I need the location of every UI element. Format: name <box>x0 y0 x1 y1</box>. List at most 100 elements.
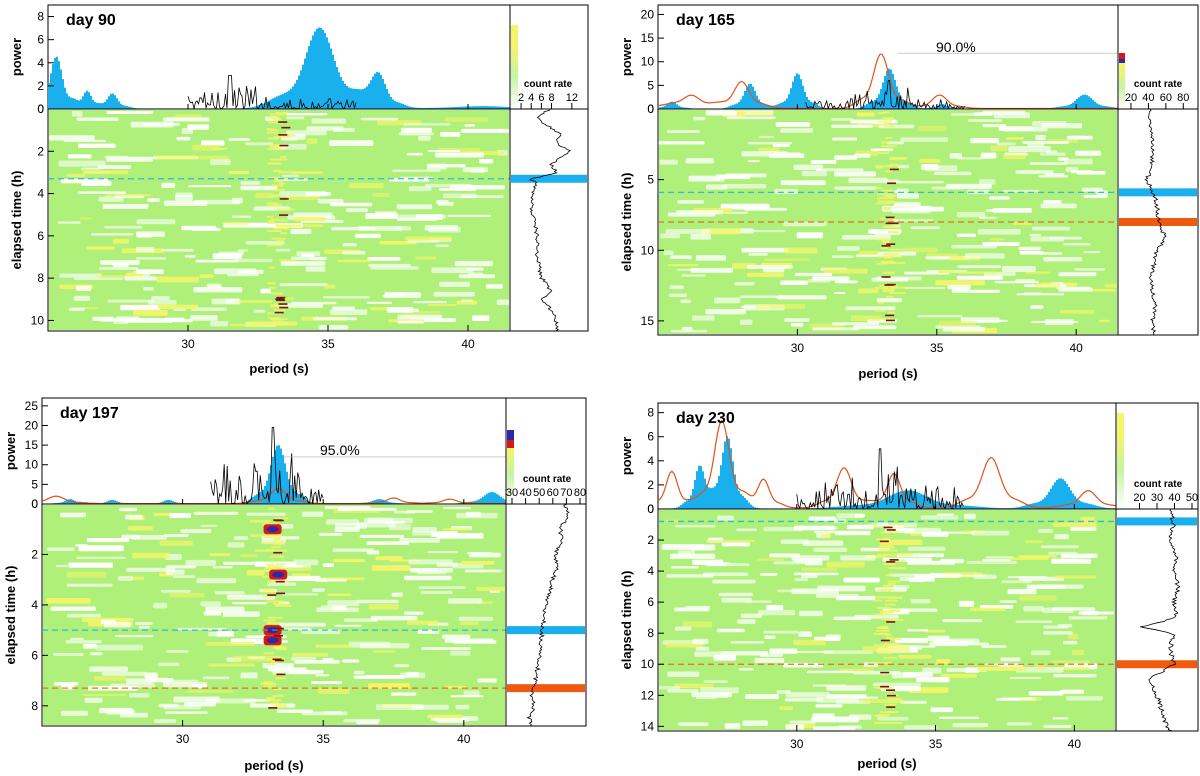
power-bar <box>254 106 256 109</box>
heatmap-low-streak <box>164 317 185 323</box>
heatmap-low-streak <box>426 163 447 170</box>
heatmap-high-streak <box>292 652 329 657</box>
heatmap-column-streak <box>272 695 284 698</box>
power-bar <box>884 498 886 509</box>
power-bar <box>118 501 120 504</box>
colorbar-tick-label: 40 <box>1142 92 1154 104</box>
heatmap-low-streak <box>843 577 880 583</box>
power-tick-label: 8 <box>37 10 44 24</box>
heatmap-low-streak <box>734 282 755 286</box>
heatmap-low-streak <box>203 611 222 616</box>
heatmap-low-streak <box>463 690 480 696</box>
count-rate-markers <box>507 626 585 693</box>
heatmap-low-streak <box>794 272 833 277</box>
heatmap-column-streak <box>265 563 275 566</box>
heatmap-low-streak <box>708 562 732 565</box>
power-bar <box>402 103 404 109</box>
heatmap-low-streak <box>736 528 758 532</box>
heatmap-low-streak <box>461 128 509 133</box>
heatmap-low-streak <box>472 184 505 190</box>
power-bar <box>1088 96 1090 109</box>
period-tick-label: 30 <box>181 337 195 351</box>
heatmap-low-streak <box>136 219 176 225</box>
heatmap-high-streak <box>327 593 352 596</box>
power-bar <box>900 491 902 509</box>
power-bar <box>498 495 500 504</box>
heatmap-low-streak <box>129 693 150 698</box>
heatmap-high-streak <box>1052 660 1090 663</box>
heatmap-column-streak <box>882 646 890 649</box>
power-bar <box>94 102 96 109</box>
heatmap-low-streak <box>894 637 928 644</box>
heatmap-low-streak <box>1043 200 1062 204</box>
heatmap-low-streak <box>917 314 963 318</box>
heatmap-high-streak <box>1024 271 1051 274</box>
heatmap-column-streak <box>883 256 892 259</box>
heatmap-low-streak <box>1015 620 1053 623</box>
power-bar <box>778 103 780 109</box>
heatmap-column-streak <box>887 530 900 533</box>
heatmap-low-streak <box>281 174 300 178</box>
detection-tick <box>880 685 890 688</box>
power-bar <box>274 97 276 109</box>
power-bar <box>814 103 816 109</box>
power-bar <box>1064 481 1066 509</box>
colorbar-tick-label: 50 <box>1186 492 1198 504</box>
count-rate-marker-cyan <box>1117 517 1197 526</box>
heatmap-low-streak <box>332 548 374 552</box>
power-bar <box>446 107 448 109</box>
heatmap-high-streak <box>132 552 170 559</box>
power-bar <box>1084 94 1086 109</box>
detection-tick <box>881 276 891 278</box>
heatmap-low-streak <box>680 299 691 304</box>
power-bar <box>762 103 764 109</box>
heatmap-low-streak <box>357 226 403 231</box>
heatmap-low-streak <box>922 531 949 537</box>
power-bar <box>474 106 476 109</box>
heatmap-low-streak <box>439 281 470 287</box>
heatmap-column-streak <box>883 125 895 128</box>
period-tick-label: 35 <box>930 341 944 355</box>
heatmap-low-streak <box>993 112 1030 119</box>
heatmap-column-streak <box>885 599 898 602</box>
heatmap-column-streak <box>881 141 890 144</box>
heatmap-low-streak <box>458 616 494 621</box>
heatmap-column-streak <box>877 112 886 115</box>
heatmap-low-streak <box>891 207 931 214</box>
heatmap-low-streak <box>214 591 245 595</box>
power-bar <box>892 494 894 509</box>
heatmap-column-streak <box>880 247 889 250</box>
heatmap-column-streak <box>263 536 282 539</box>
power-bar <box>750 84 752 109</box>
power-axis-label: power <box>3 432 18 470</box>
detection-tick <box>886 706 896 708</box>
power-bar <box>282 93 284 109</box>
heatmap-low-streak <box>360 117 399 121</box>
heatmap-high-streak <box>726 110 774 116</box>
detection-tick <box>275 580 285 583</box>
heatmap-low-streak <box>899 576 921 581</box>
heatmap-low-streak <box>702 572 749 577</box>
power-bar <box>492 492 494 504</box>
colorbar-top-blue <box>1119 59 1125 63</box>
heatmap-low-streak <box>854 153 871 158</box>
heatmap-high-streak <box>415 256 437 260</box>
power-bar <box>494 106 496 109</box>
heatmap-low-streak <box>425 183 471 188</box>
heatmap-low-streak <box>354 233 381 239</box>
power-bar <box>62 79 64 109</box>
power-bar <box>698 465 700 509</box>
heatmap-column-streak <box>266 699 282 702</box>
heatmap-column-streak <box>269 113 285 116</box>
period-tick-label: 30 <box>790 737 804 751</box>
power-bar <box>804 92 806 109</box>
heatmap-low-streak <box>871 277 909 282</box>
heatmap-column-streak <box>889 255 903 258</box>
heatmap-low-streak <box>399 537 441 543</box>
heatmap-column-streak <box>880 531 892 534</box>
power-bar <box>780 102 782 109</box>
power-bar <box>768 105 770 109</box>
power-bar <box>694 480 696 509</box>
heatmap-low-streak <box>750 230 786 233</box>
heatmap-low-streak <box>356 719 379 725</box>
